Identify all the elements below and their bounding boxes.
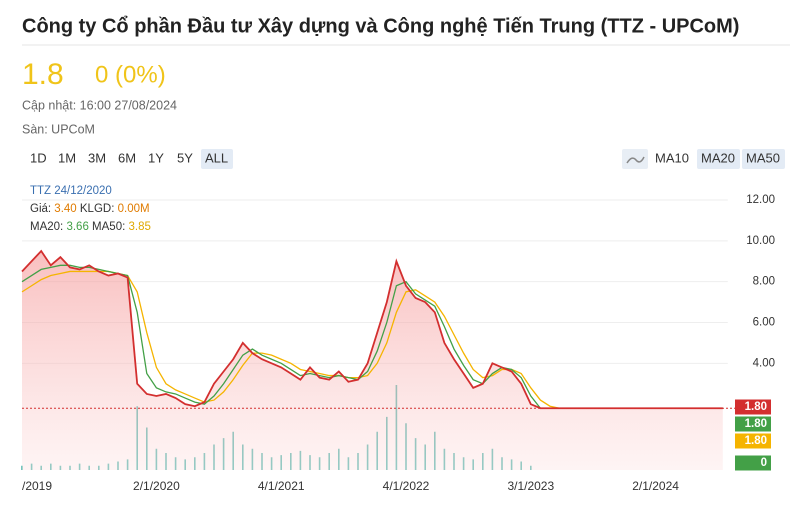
x-tick-label: 2/1/2020 [133, 479, 180, 493]
tooltip-part: 3.40 [54, 203, 76, 215]
ma-button[interactable]: MA20 [701, 150, 735, 165]
y-tick-label: 6.00 [753, 317, 775, 329]
title: Công ty Cổ phần Đầu tư Xây dựng và Công … [22, 15, 739, 37]
ma-button[interactable]: MA50 [746, 150, 780, 165]
y-tick-label: 8.00 [753, 276, 775, 288]
range-button[interactable]: 1D [30, 150, 47, 165]
tooltip-part: 3.85 [129, 221, 151, 233]
x-tick-label: 4/1/2021 [258, 479, 305, 493]
range-button[interactable]: 1Y [148, 150, 164, 165]
tooltip-part: KLGD: [80, 203, 115, 215]
x-tick-label: 4/1/2022 [383, 479, 430, 493]
y-tick-label: 10.00 [746, 235, 775, 247]
y-tick-label: 4.00 [753, 357, 775, 369]
last-value-box [735, 455, 771, 471]
price: 1.8 [22, 58, 64, 91]
last-value-label: 1.80 [745, 435, 767, 447]
ma-button-bg [742, 149, 785, 169]
tooltip-part: 0.00M [118, 203, 150, 215]
change: 0 (0%) [95, 61, 166, 88]
tooltip-part: MA50: [92, 221, 125, 233]
tooltip-date: TTZ 24/12/2020 [30, 185, 112, 197]
tooltip-part: Giá: [30, 203, 51, 215]
ma-button[interactable]: MA10 [655, 150, 689, 165]
range-button[interactable]: 6M [118, 150, 136, 165]
y-tick-label: 12.00 [746, 194, 775, 206]
last-value-label: 1.80 [745, 401, 767, 413]
range-button[interactable]: 1M [58, 150, 76, 165]
x-tick-label: 3/1/2023 [507, 479, 554, 493]
ma-button-bg [697, 149, 740, 169]
last-value-label: 1.80 [745, 418, 767, 430]
last-value-label: 0 [761, 457, 767, 469]
exchange: Sàn: UPCoM [22, 122, 95, 136]
updated: Cập nhật: 16:00 27/08/2024 [22, 98, 177, 112]
range-button[interactable]: 3M [88, 150, 106, 165]
range-button[interactable]: ALL [205, 150, 228, 165]
x-tick-label: /2019 [22, 479, 52, 493]
tooltip-part: 3.66 [66, 221, 88, 233]
tooltip-line: Giá: 3.40 KLGD: 0.00M [30, 203, 150, 215]
chart-type-icon [626, 156, 645, 164]
last-value-box [735, 433, 771, 449]
range-button[interactable]: 5Y [177, 150, 193, 165]
range-button-bg [201, 149, 233, 169]
tooltip-part: MA20: [30, 221, 63, 233]
tooltip-line: MA20: 3.66 MA50: 3.85 [30, 221, 151, 233]
x-tick-label: 2/1/2024 [632, 479, 679, 493]
last-value-box [735, 399, 771, 415]
last-value-box [735, 416, 771, 432]
